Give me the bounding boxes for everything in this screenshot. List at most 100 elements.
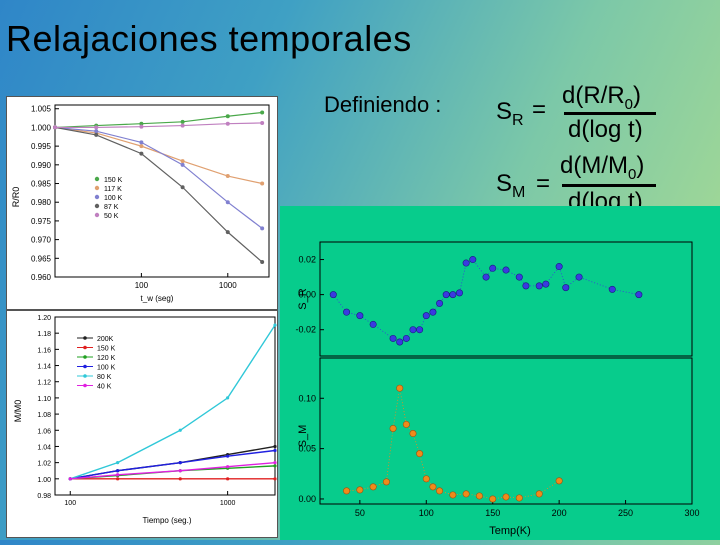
y-tick-label: 0.00 xyxy=(298,494,316,504)
data-point xyxy=(429,308,437,316)
data-point xyxy=(260,110,265,115)
sr-fraction-bar xyxy=(564,112,656,115)
data-point xyxy=(409,326,417,334)
slide-title: Relajaciones temporales xyxy=(6,18,412,59)
y-tick-label: 0.10 xyxy=(298,393,316,403)
legend-marker xyxy=(94,212,100,218)
data-point xyxy=(329,291,337,299)
series-line xyxy=(332,259,639,343)
data-point xyxy=(542,280,550,288)
data-point xyxy=(178,428,182,432)
data-point xyxy=(416,450,424,458)
data-point xyxy=(422,312,430,320)
legend-marker xyxy=(94,194,100,200)
data-point xyxy=(225,174,230,179)
legend-label: 100 K xyxy=(97,365,116,372)
data-point xyxy=(469,256,477,264)
data-point xyxy=(535,282,543,290)
sm-lhs: S xyxy=(496,170,513,197)
data-point xyxy=(369,320,377,328)
data-point xyxy=(139,124,144,129)
data-point xyxy=(356,486,364,494)
y-tick-label: 0.00 xyxy=(298,290,316,300)
data-point xyxy=(449,291,457,299)
data-point xyxy=(139,151,144,156)
data-point xyxy=(225,121,230,126)
plot-frame xyxy=(319,357,693,505)
data-point xyxy=(226,454,230,458)
data-point xyxy=(68,477,72,481)
data-point xyxy=(94,125,99,130)
y-tick-label: 1.000 xyxy=(31,123,52,132)
sm-num-sub: 0 xyxy=(628,165,637,183)
data-point xyxy=(178,477,182,481)
y-tick-label: 0.965 xyxy=(31,254,52,263)
y-tick-label: 1.18 xyxy=(37,331,51,338)
legend-marker xyxy=(83,355,87,359)
data-point xyxy=(396,384,404,392)
series-line xyxy=(346,388,560,500)
sr-numerator: d(R/R0) xyxy=(562,82,641,113)
data-point xyxy=(502,493,510,501)
legend-marker xyxy=(94,176,100,182)
y-tick-label: 1.14 xyxy=(37,364,51,371)
sm-fraction-bar xyxy=(562,184,656,187)
y-axis-label: R/R0 xyxy=(11,187,21,208)
plot-frame xyxy=(319,241,693,357)
y-tick-label: 0.02 xyxy=(298,255,316,265)
data-point xyxy=(482,273,490,281)
legend-label: 117 K xyxy=(104,186,122,193)
data-point xyxy=(343,308,351,316)
data-point xyxy=(436,487,444,495)
sm-formula: S M = d(M/M0) d(log t) xyxy=(496,152,676,215)
plot-frame xyxy=(54,104,270,278)
data-point xyxy=(180,185,185,190)
x-tick-label: 100 xyxy=(64,500,76,507)
data-point xyxy=(180,159,185,164)
data-point xyxy=(260,260,265,265)
y-tick-label: 0.975 xyxy=(31,217,52,226)
sr-num-text: d(R/R xyxy=(562,82,625,109)
data-point xyxy=(416,326,424,334)
sm-equals: = xyxy=(536,170,551,197)
y-tick-label: 1.06 xyxy=(37,428,51,435)
y-tick-label: 0.990 xyxy=(31,161,52,170)
y-tick-label: 0.995 xyxy=(31,142,52,151)
data-point xyxy=(116,461,120,465)
y-tick-label: 0.05 xyxy=(298,444,316,454)
data-point xyxy=(260,181,265,186)
y-tick-label: 0.98 xyxy=(37,493,51,500)
data-point xyxy=(226,477,230,481)
plot-frame xyxy=(54,316,276,496)
x-axis-label: t_w (seg) xyxy=(141,294,174,303)
series-line xyxy=(54,126,263,229)
legend-label: 120 K xyxy=(97,355,116,362)
data-point xyxy=(116,477,120,481)
y-tick-label: 1.02 xyxy=(37,461,51,468)
r-relaxation-panel: 1.005 1.000 0.995 0.990 0.985 0.980 0.975 0.970… xyxy=(6,96,278,310)
data-point xyxy=(94,129,99,134)
y-tick-label: 0.985 xyxy=(31,180,52,189)
data-point xyxy=(436,299,444,307)
data-point xyxy=(180,162,185,167)
x-tick-label: 100 xyxy=(135,281,149,290)
data-point xyxy=(180,123,185,128)
legend-marker xyxy=(83,345,87,350)
y-tick-label: -0.02 xyxy=(295,325,316,335)
data-point xyxy=(273,444,277,449)
data-point xyxy=(475,492,483,500)
data-point xyxy=(608,285,616,293)
legend-label: 50 K xyxy=(104,213,119,220)
data-point xyxy=(402,334,410,342)
y-tick-label: 1.20 xyxy=(37,315,51,322)
data-point xyxy=(139,140,144,145)
data-point xyxy=(555,477,563,485)
data-point xyxy=(260,226,265,231)
data-point xyxy=(273,477,277,481)
data-point xyxy=(402,420,410,428)
series-line xyxy=(54,126,263,263)
data-point xyxy=(535,490,543,498)
sm-num-text: d(M/M xyxy=(560,152,628,179)
data-point xyxy=(442,291,450,299)
x-tick-label: 1000 xyxy=(220,500,236,507)
